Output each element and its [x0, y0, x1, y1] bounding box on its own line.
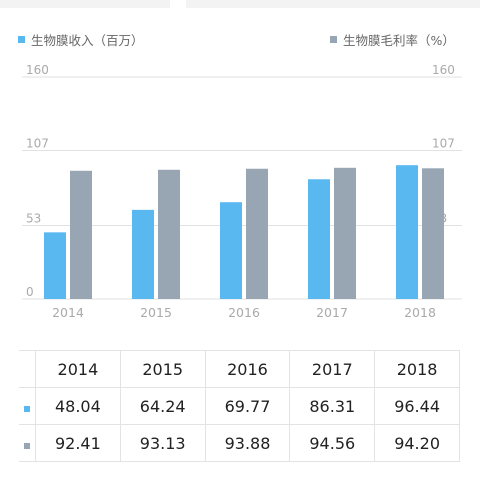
y-tick-left: 160 — [26, 63, 49, 77]
y-tick-right: 160 — [432, 63, 455, 77]
bar-revenue — [132, 209, 154, 299]
table-corner — [19, 350, 36, 388]
y-tick-right: 107 — [432, 137, 455, 151]
top-strip-gap — [170, 0, 186, 8]
table-cell: 96.44 — [374, 387, 460, 425]
bar-revenue — [396, 165, 418, 299]
legend-revenue-label: 生物膜收入（百万） — [31, 33, 144, 48]
table-header-cell: 2015 — [119, 350, 206, 388]
margin-key-cell — [19, 424, 36, 462]
legend-revenue-swatch — [18, 36, 25, 43]
bar-margin — [246, 168, 268, 299]
y-tick-left: 107 — [26, 137, 49, 151]
table-cell: 93.88 — [204, 424, 291, 462]
table-cell: 86.31 — [289, 387, 376, 425]
legend-margin: 生物膜毛利率（%） — [330, 30, 455, 49]
bar-revenue — [308, 179, 330, 299]
bar-margin — [158, 169, 180, 299]
legend-margin-swatch — [330, 36, 337, 43]
table-header-cell: 2017 — [289, 350, 376, 388]
table-cell: 69.77 — [204, 387, 291, 425]
legend-margin-label: 生物膜毛利率（%） — [343, 33, 455, 48]
x-tick-label: 2016 — [228, 305, 260, 320]
revenue-swatch — [24, 405, 30, 412]
x-tick-label: 2014 — [52, 305, 84, 320]
table-header-row: 2014 2015 2016 2017 2018 — [19, 350, 460, 388]
y-tick-left: 53 — [26, 211, 41, 225]
x-tick-label: 2018 — [404, 305, 436, 320]
bar-margin — [70, 170, 92, 299]
bar-revenue — [220, 202, 242, 299]
data-table: 2014 2015 2016 2017 2018 48.04 64.24 69.… — [19, 350, 460, 462]
table-cell: 92.41 — [35, 424, 121, 462]
x-axis-labels: 2014 2015 2016 2017 2018 — [52, 305, 436, 320]
table-header-cell: 2016 — [204, 350, 291, 388]
revenue-key-cell — [19, 387, 36, 425]
bar-margin — [422, 168, 444, 299]
bar-revenue — [44, 232, 66, 299]
table-cell: 94.56 — [289, 424, 376, 462]
x-tick-label: 2017 — [316, 305, 348, 320]
legend-revenue: 生物膜收入（百万） — [18, 30, 144, 49]
table-row-revenue: 48.04 64.24 69.77 86.31 96.44 — [19, 387, 460, 425]
table-row-margin: 92.41 93.13 93.88 94.56 94.20 — [19, 424, 460, 462]
table-cell: 93.13 — [119, 424, 206, 462]
table-cell: 64.24 — [119, 387, 206, 425]
x-tick-label: 2015 — [140, 305, 172, 320]
bar-margin — [334, 167, 356, 299]
table-header-cell: 2018 — [374, 350, 460, 388]
table-header-cell: 2014 — [35, 350, 121, 388]
y-tick-left: 0 — [26, 285, 34, 299]
table-cell: 94.20 — [374, 424, 460, 462]
top-strip — [0, 0, 480, 8]
margin-swatch — [24, 442, 30, 449]
table-cell: 48.04 — [35, 387, 121, 425]
bars — [44, 165, 444, 299]
